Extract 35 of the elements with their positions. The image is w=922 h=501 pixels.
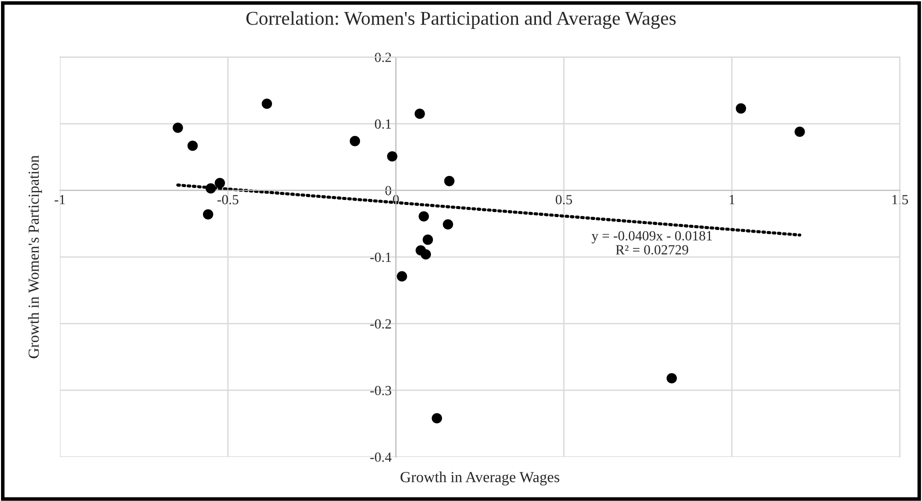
y-axis-title: Growth in Women's Participation xyxy=(28,155,42,358)
point xyxy=(666,373,677,384)
point xyxy=(418,211,429,222)
point xyxy=(202,209,214,220)
point xyxy=(736,103,746,114)
point xyxy=(187,140,198,151)
point xyxy=(442,219,454,230)
y-tick-label: 0.1 xyxy=(374,119,391,129)
y-tick-label: -0.3 xyxy=(370,386,392,396)
y-tick-label: 0 xyxy=(385,186,392,196)
point xyxy=(396,271,408,282)
point xyxy=(214,178,226,188)
annotation: R² = 0.02729 xyxy=(616,245,688,255)
x-axis-title: Growth in Average Wages xyxy=(400,472,560,486)
x-tick-label: 1 xyxy=(730,195,735,204)
point xyxy=(172,122,184,133)
y-tick-label: -0.1 xyxy=(370,252,391,262)
y-tick-label: -0.2 xyxy=(370,319,391,329)
point xyxy=(432,413,442,424)
x-tick-label: 0.5 xyxy=(556,194,572,204)
point xyxy=(387,151,398,162)
point xyxy=(444,176,454,186)
point xyxy=(794,126,805,137)
point xyxy=(262,98,272,109)
point xyxy=(422,234,433,245)
x-tick-label: -1 xyxy=(54,195,65,204)
point xyxy=(420,249,431,260)
x-tick-label: 1.5 xyxy=(892,195,908,204)
chart-title: Correlation: Women's Participation and Average Wages xyxy=(246,11,676,29)
point xyxy=(350,136,360,146)
y-tick-label: -0.4 xyxy=(370,452,392,462)
annotation: y = -0.0409x - 0.0181 xyxy=(592,231,712,244)
point xyxy=(206,183,216,194)
x-tick-label: -0.5 xyxy=(217,194,238,204)
point xyxy=(414,108,425,119)
